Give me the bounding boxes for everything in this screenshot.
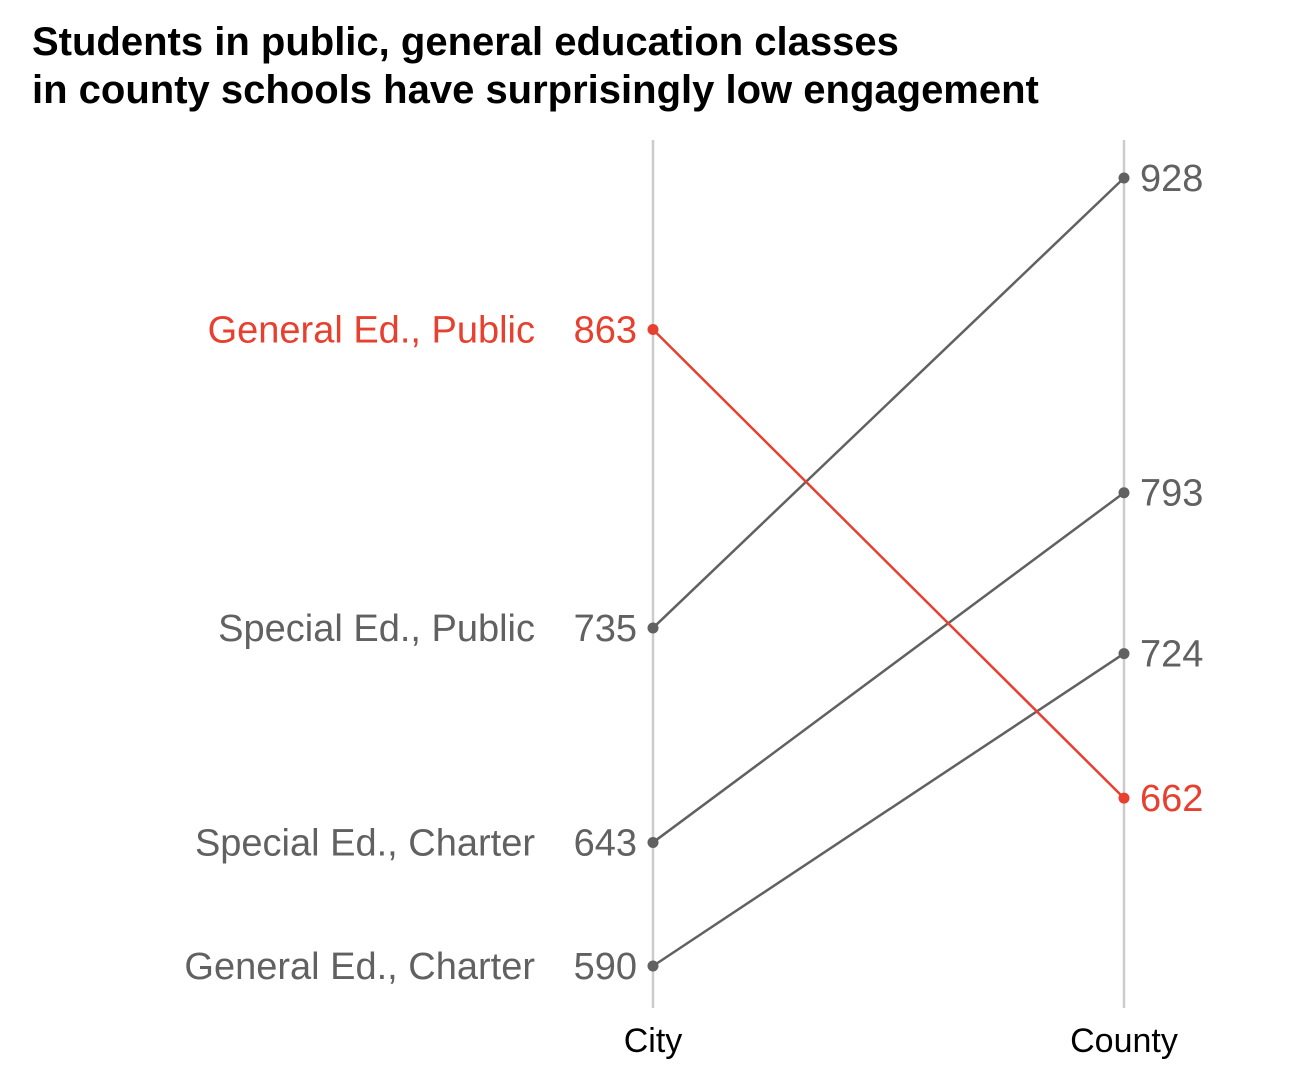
data-point-special-ed-charter-county (1118, 487, 1130, 499)
series-labels: Special Ed., Public Special Ed., Charter G… (184, 310, 535, 988)
value-label-general-ed-public-county: 662 (1140, 778, 1203, 820)
series-label-special-ed-public: Special Ed., Public (218, 608, 535, 650)
value-label-special-ed-charter-city: 643 (574, 822, 637, 864)
x-tick-label-county: County (1070, 1022, 1178, 1060)
chart-title-line-1: Students in public, general education cl… (32, 20, 899, 64)
series-line-special-ed-public (652, 177, 1125, 629)
data-point-general-ed-charter-city (647, 960, 659, 972)
series-lines (652, 177, 1125, 968)
category-axis-lines (651, 140, 1126, 1008)
data-point-special-ed-public-city (647, 622, 659, 634)
chart-title: Students in public, general education cl… (32, 18, 1272, 114)
value-label-special-ed-charter-county: 793 (1140, 473, 1203, 515)
value-label-special-ed-public-county: 928 (1140, 158, 1203, 200)
data-point-general-ed-public-city (647, 324, 659, 336)
series-line-general-ed-charter (652, 652, 1125, 968)
series-label-special-ed-charter: Special Ed., Charter (195, 822, 535, 864)
x-tick-labels: City County (624, 1022, 1178, 1060)
series-label-general-ed-charter: General Ed., Charter (184, 946, 535, 988)
value-label-general-ed-charter-county: 724 (1140, 634, 1203, 676)
series-points (647, 172, 1130, 972)
data-point-general-ed-public-county (1118, 792, 1130, 804)
data-point-special-ed-charter-city (647, 836, 659, 848)
value-labels: 735 928 643 793 590 724 863 662 (574, 158, 1204, 988)
data-point-general-ed-charter-county (1118, 648, 1130, 660)
x-tick-label-city: City (624, 1022, 683, 1060)
value-label-special-ed-public-city: 735 (574, 608, 637, 650)
value-label-general-ed-charter-city: 590 (574, 946, 637, 988)
series-line-general-ed-public (652, 328, 1125, 800)
data-point-special-ed-public-county (1118, 172, 1130, 184)
series-label-general-ed-public: General Ed., Public (208, 310, 535, 352)
series-line-special-ed-charter (652, 491, 1125, 844)
value-label-general-ed-public-city: 863 (574, 310, 637, 352)
chart-title-line-2: in county schools have surprisingly low … (32, 68, 1039, 112)
